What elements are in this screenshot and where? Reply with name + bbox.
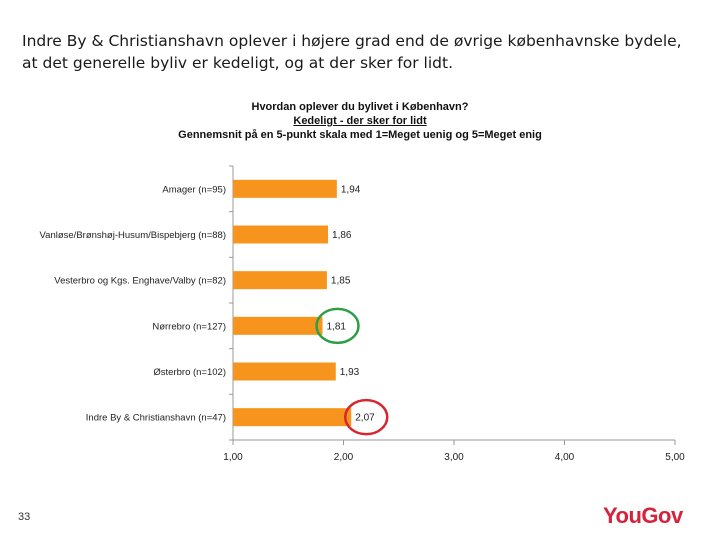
chart-header: Hvordan oplever du bylivet i København? … — [0, 100, 720, 142]
value-label: 2,07 — [355, 413, 375, 424]
category-label: Nørrebro (n=127) — [152, 321, 226, 332]
x-tick-label: 2,00 — [334, 452, 354, 463]
bar — [233, 271, 327, 290]
value-label: 1,85 — [331, 276, 351, 287]
slide-title: Indre By & Christianshavn oplever i høje… — [22, 32, 682, 72]
chart-subtitle: Kedeligt - der sker for lidt — [293, 115, 427, 127]
chart-title: Hvordan oplever du bylivet i København? — [251, 101, 469, 113]
x-tick-label: 1,00 — [223, 452, 243, 463]
x-tick-label: 5,00 — [665, 452, 685, 463]
category-label: Vanløse/Brønshøj-Husum/Bispebjerg (n=88) — [40, 230, 226, 241]
highlight-circle — [315, 307, 360, 345]
category-label: Amager (n=95) — [162, 184, 226, 195]
bar — [233, 362, 336, 381]
value-label: 1,94 — [341, 184, 361, 195]
bar — [233, 179, 337, 198]
category-label: Vesterbro og Kgs. Enghave/Valby (n=82) — [54, 276, 226, 287]
category-label: Østerbro (n=102) — [153, 367, 226, 378]
bar — [233, 408, 352, 427]
chart-description: Gennemsnit på en 5-punkt skala med 1=Meg… — [178, 129, 542, 141]
value-label: 1,93 — [340, 367, 360, 378]
bar — [233, 316, 323, 335]
highlight-circle — [343, 398, 389, 436]
x-tick-label: 3,00 — [444, 452, 464, 463]
value-label: 1,81 — [327, 321, 347, 332]
bar — [233, 225, 329, 244]
yougov-logo: YouGov — [603, 503, 683, 528]
x-tick-label: 4,00 — [555, 452, 575, 463]
value-label: 1,86 — [332, 230, 352, 241]
page-number: 33 — [18, 511, 31, 523]
category-label: Indre By & Christianshavn (n=47) — [86, 413, 226, 424]
